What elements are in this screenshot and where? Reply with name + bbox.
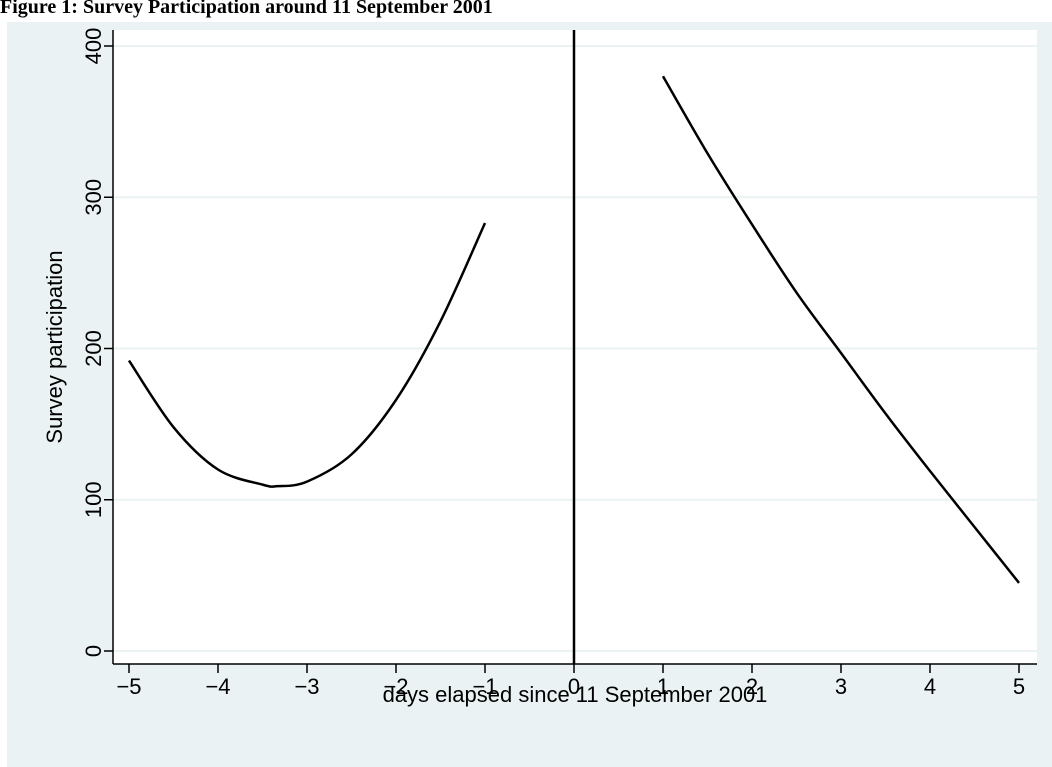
x-tick-label: −3 (294, 674, 319, 699)
y-tick-label: 400 (81, 28, 106, 65)
series-line-after (661, 75, 1020, 584)
y-tick-label: 200 (81, 330, 106, 367)
y-tick-label: 100 (81, 481, 106, 518)
y-tick-label: 300 (81, 179, 106, 216)
x-tick-label: 3 (835, 674, 847, 699)
x-tick-label: 2 (746, 674, 758, 699)
x-tick-label: −4 (205, 674, 230, 699)
x-tick-label: −2 (383, 674, 408, 699)
tick-labels: 0 100 200 300 400 −5 −4 −3 −2 −1 0 1 2 3 4 5 (81, 28, 1025, 699)
x-tick-label: 5 (1013, 674, 1025, 699)
x-tick-label: 4 (924, 674, 936, 699)
x-tick-label: 0 (568, 674, 580, 699)
y-tick-label: 0 (81, 645, 106, 657)
x-tick-label: −1 (472, 674, 497, 699)
x-tick-label: −5 (116, 674, 141, 699)
y-axis-title: Survey participation (42, 250, 67, 443)
series-lines (127, 30, 1020, 664)
series-line-before (127, 222, 487, 488)
x-tick-label: 1 (657, 674, 669, 699)
chart-title: Figure 1: Survey Participation around 11… (0, 0, 493, 18)
x-axis-title: days elapsed since 11 September 2001 (383, 682, 768, 707)
